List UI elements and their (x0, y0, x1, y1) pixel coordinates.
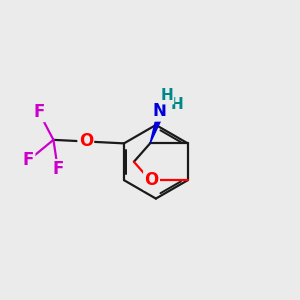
Text: O: O (144, 171, 159, 189)
Text: O: O (79, 133, 93, 151)
Text: H: H (160, 88, 173, 103)
Polygon shape (150, 112, 164, 143)
Text: F: F (23, 152, 34, 169)
Text: F: F (52, 160, 64, 178)
Text: H: H (171, 97, 183, 112)
Text: F: F (33, 103, 44, 121)
Text: N: N (152, 102, 166, 120)
